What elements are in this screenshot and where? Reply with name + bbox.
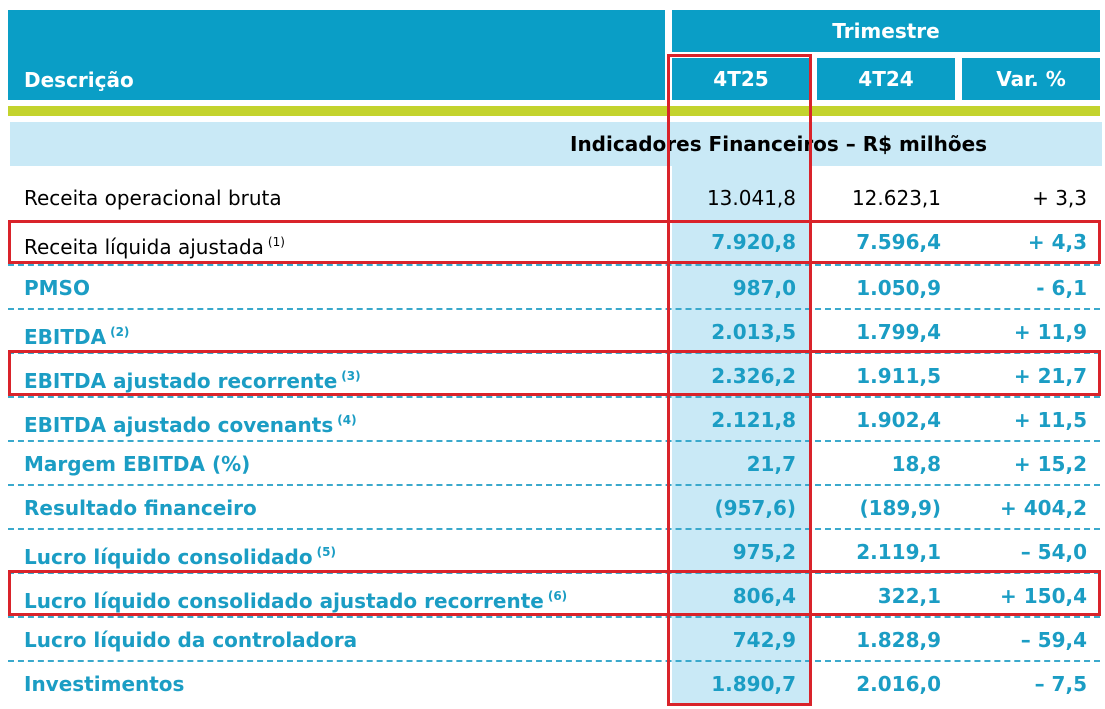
cell-value: 1.911,5	[856, 364, 941, 388]
group-header: Trimestre	[672, 10, 1100, 52]
cell-value: 13.041,8	[706, 186, 796, 210]
cell-value: 2.121,8	[711, 408, 796, 432]
cell-value: (957,6)	[714, 496, 796, 520]
label-text: Receita operacional bruta	[24, 186, 282, 210]
cell-value: + 15,2	[1013, 452, 1087, 476]
cell-value: 2.119,1	[856, 540, 941, 564]
label-text: EBITDA ajustado covenants	[24, 413, 334, 437]
cell-value: 2.016,0	[856, 672, 941, 696]
label-text: Lucro líquido consolidado	[24, 545, 313, 569]
cell-value: 21,7	[746, 452, 796, 476]
highlight-box	[8, 350, 1101, 396]
cell-value: + 4,3	[1027, 230, 1087, 254]
table-row: EBITDA (2) 2.013,5 1.799,4 + 11,9	[8, 308, 1100, 354]
table-row: Lucro líquido da controladora 742,9 1.828,…	[8, 616, 1100, 662]
row-label: Lucro líquido da controladora	[24, 618, 357, 662]
cell-value: 1.050,9	[856, 276, 941, 300]
cell-value: 1.890,7	[711, 672, 796, 696]
cell-value: - 6,1	[1036, 276, 1087, 300]
cell-value: 322,1	[877, 584, 941, 608]
cell-value: – 7,5	[1034, 672, 1087, 696]
cell-value: 975,2	[732, 540, 796, 564]
footnote-ref: (6)	[547, 589, 568, 603]
header-rule	[8, 106, 1100, 116]
row-label: Receita operacional bruta	[24, 176, 282, 220]
table-row: Resultado financeiro (957,6) (189,9) + 404,…	[8, 484, 1100, 530]
table-row: PMSO 987,0 1.050,9 - 6,1	[8, 264, 1100, 310]
row-label: Margem EBITDA (%)	[24, 442, 250, 486]
column-header: Var. %	[962, 58, 1100, 100]
header-text: Var. %	[996, 67, 1066, 91]
cell-value: 7.596,4	[856, 230, 941, 254]
table-row: Margem EBITDA (%) 21,7 18,8 + 15,2	[8, 440, 1100, 486]
footnote-ref: (3)	[341, 369, 361, 383]
section-title: Indicadores Financeiros – R$ milhões	[10, 122, 1102, 166]
table-row: Receita operacional bruta 13.041,8 12.623,…	[8, 176, 1100, 220]
cell-value: 1.799,4	[856, 320, 941, 344]
table-row: Lucro líquido consolidado (5) 975,2 2.119,1…	[8, 528, 1100, 574]
label-text: PMSO	[24, 276, 90, 300]
row-label: EBITDA ajustado covenants (4)	[24, 398, 357, 447]
label-text: EBITDA	[24, 325, 107, 349]
highlight-box	[8, 570, 1101, 616]
footnote-ref: (5)	[316, 545, 336, 559]
footnote-ref: (1)	[267, 235, 285, 249]
table-row: Receita líquida ajustada (1) 7.920,8 7.596,…	[8, 220, 1100, 264]
cell-value: + 3,3	[1032, 186, 1087, 210]
cell-value: 2.013,5	[711, 320, 796, 344]
cell-value: 2.326,2	[711, 364, 796, 388]
row-label: Lucro líquido consolidado (5)	[24, 530, 336, 579]
row-label: EBITDA ajustado recorrente (3)	[24, 354, 361, 403]
label-text: Resultado financeiro	[24, 496, 257, 520]
cell-value: + 11,9	[1013, 320, 1087, 344]
cell-value: 1.902,4	[856, 408, 941, 432]
cell-value: 7.920,8	[711, 230, 796, 254]
header-text: Trimestre	[832, 19, 940, 43]
cell-value: – 59,4	[1020, 628, 1087, 652]
cell-value: 987,0	[732, 276, 796, 300]
label-text: Lucro líquido da controladora	[24, 628, 358, 652]
header-text: 4T25	[713, 67, 769, 91]
description-header: Descrição	[8, 10, 665, 100]
highlight-box	[667, 54, 812, 706]
row-label: Investimentos	[24, 662, 184, 706]
cell-value: 742,9	[732, 628, 796, 652]
cell-value: 1.828,9	[856, 628, 941, 652]
header-text: Descrição	[24, 68, 134, 92]
table-row: EBITDA ajustado covenants (4) 2.121,8 1.902…	[8, 396, 1100, 442]
cell-value: + 21,7	[1013, 364, 1087, 388]
label-text: Investimentos	[24, 672, 185, 696]
table-row: Investimentos 1.890,7 2.016,0 – 7,5	[8, 660, 1100, 706]
cell-value: (189,9)	[859, 496, 941, 520]
row-label: PMSO	[24, 266, 90, 310]
column-header: 4T24	[817, 58, 955, 100]
row-label: Lucro líquido consolidado ajustado recor…	[24, 574, 567, 623]
cell-value: 18,8	[891, 452, 941, 476]
label-text: Lucro líquido consolidado ajustado recor…	[24, 589, 544, 613]
table-row: EBITDA ajustado recorrente (3) 2.326,2 1.91…	[8, 352, 1100, 398]
cell-value: 806,4	[732, 584, 796, 608]
column-header: 4T25	[672, 58, 810, 100]
label-text: Receita líquida ajustada	[24, 235, 264, 259]
cell-value: 12.623,1	[851, 186, 941, 210]
header-text: 4T24	[858, 67, 914, 91]
cell-value: + 404,2	[1000, 496, 1087, 520]
cell-value: + 11,5	[1013, 408, 1087, 432]
highlight-box	[8, 220, 1101, 264]
row-label: Receita líquida ajustada (1)	[24, 220, 285, 269]
cell-value: – 54,0	[1020, 540, 1087, 564]
footnote-ref: (4)	[337, 413, 357, 427]
footnote-ref: (2)	[110, 325, 130, 339]
table-row: Lucro líquido consolidado ajustado recor…	[8, 572, 1100, 618]
label-text: EBITDA ajustado recorrente	[24, 369, 338, 393]
cell-value: + 150,4	[1000, 584, 1087, 608]
row-label: Resultado financeiro	[24, 486, 257, 530]
label-text: Margem EBITDA (%)	[24, 452, 251, 476]
row-label: EBITDA (2)	[24, 310, 129, 359]
